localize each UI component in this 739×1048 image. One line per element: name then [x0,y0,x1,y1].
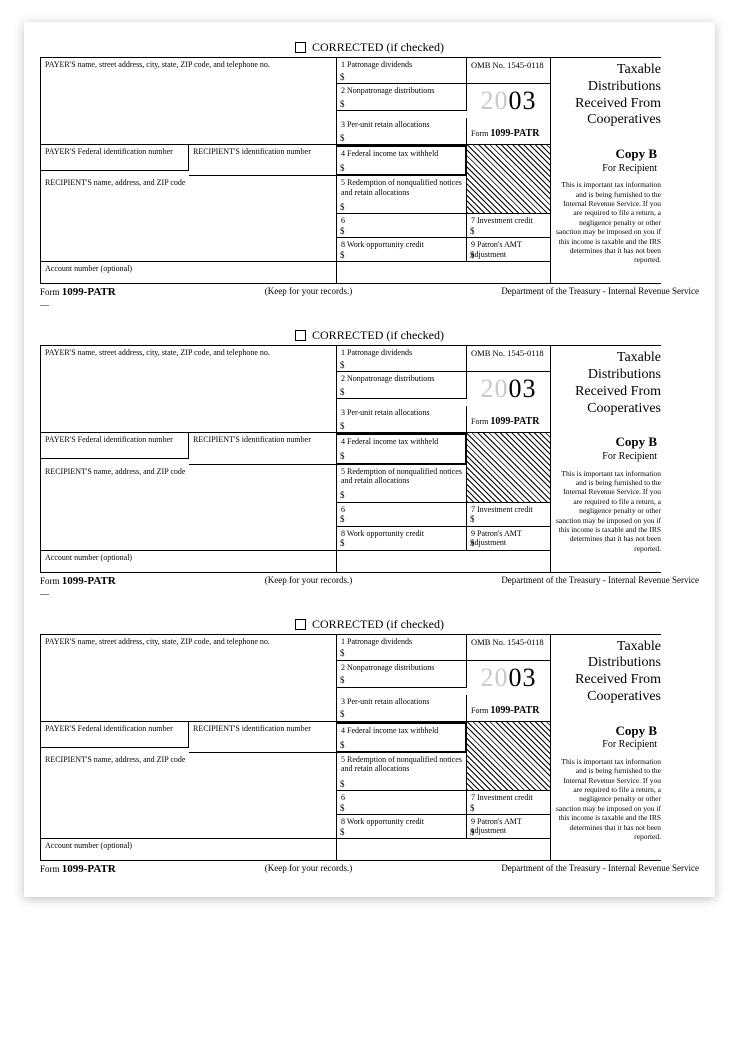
form-footer: Form 1099-PATR (Keep for your records.) … [40,286,699,298]
box-5: 5 Redemption of nonqualified notices and… [337,753,467,791]
form-1099-patr-copy: CORRECTED (if checked) PAYER'S name, str… [40,617,699,875]
footer-form-left: Form 1099-PATR [40,575,116,587]
box-1: 1 Patronage dividends$ [337,634,467,661]
corrected-row: CORRECTED (if checked) [40,40,699,55]
recipient-block: RECIPIENT'S name, address, and ZIP code [41,753,337,839]
box-7: 7 Investment credit$ [467,791,551,815]
account-number: Account number (optional) [41,262,337,284]
recipient-block: RECIPIENT'S name, address, and ZIP code [41,176,337,262]
form-number-tag: Form 1099-PATR [467,118,551,145]
corrected-checkbox[interactable] [295,330,306,341]
box-7: 7 Investment credit$ [467,503,551,527]
recipient-block: RECIPIENT'S name, address, and ZIP code [41,465,337,551]
tax-year: 2003 [467,661,551,695]
box-2: 2 Nonpatronage distributions$ [337,84,467,111]
box-6: 6$ [337,214,467,238]
form-number-tag: Form 1099-PATR [467,406,551,433]
corrected-checkbox[interactable] [295,619,306,630]
footer-mid: (Keep for your records.) [265,286,352,298]
omb-number: OMB No. 1545-0118 [467,57,551,84]
footer-form-left: Form 1099-PATR [40,286,116,298]
copy-b-block: Copy BFor Recipient [551,722,661,753]
tax-year: 2003 [467,84,551,118]
box-1: 1 Patronage dividends$ [337,57,467,84]
box-3: 3 Per-unit retain allocations$ [337,695,467,722]
recipient-id: RECIPIENT'S identification number [189,433,337,464]
hatched-area-1 [467,433,551,502]
fine-print: This is important tax information and is… [551,753,661,861]
box-1: 1 Patronage dividends$ [337,345,467,372]
fine-print: This is important tax information and is… [551,176,661,284]
box-6: 6$ [337,791,467,815]
form-footer: Form 1099-PATR (Keep for your records.) … [40,575,699,587]
box-9: 9 Patron's AMT adjustment$ [467,815,551,839]
form-title: TaxableDistributionsReceived FromCoopera… [551,634,661,722]
footer-right: Department of the Treasury - Internal Re… [501,575,699,587]
form-grid: PAYER'S name, street address, city, stat… [40,634,699,861]
tax-year: 2003 [467,372,551,406]
cut-mark: — [40,300,699,310]
box-2: 2 Nonpatronage distributions$ [337,661,467,688]
box-4: 4 Federal income tax withheld$ [337,722,467,753]
form-1099-patr-copy: CORRECTED (if checked) PAYER'S name, str… [40,328,699,598]
box-9: 9 Patron's AMT adjustment$ [467,238,551,262]
box-8: 8 Work opportunity credit$ [337,527,467,551]
corrected-label: CORRECTED (if checked) [312,40,444,54]
box-4: 4 Federal income tax withheld$ [337,145,467,176]
account-number: Account number (optional) [41,839,337,861]
omb-number: OMB No. 1545-0118 [467,345,551,372]
box-5: 5 Redemption of nonqualified notices and… [337,465,467,503]
box-6: 6$ [337,503,467,527]
corrected-label: CORRECTED (if checked) [312,328,444,342]
blank-bottom [337,839,551,861]
fine-print: This is important tax information and is… [551,465,661,573]
corrected-row: CORRECTED (if checked) [40,617,699,632]
box-2: 2 Nonpatronage distributions$ [337,372,467,399]
box-7: 7 Investment credit$ [467,214,551,238]
payer-block: PAYER'S name, street address, city, stat… [41,634,337,722]
omb-number: OMB No. 1545-0118 [467,634,551,661]
form-number-tag: Form 1099-PATR [467,695,551,722]
cut-mark: — [40,589,699,599]
blank-bottom [337,551,551,573]
page: CORRECTED (if checked) PAYER'S name, str… [24,22,715,897]
form-footer: Form 1099-PATR (Keep for your records.) … [40,863,699,875]
corrected-checkbox[interactable] [295,42,306,53]
account-number: Account number (optional) [41,551,337,573]
form-1099-patr-copy: CORRECTED (if checked) PAYER'S name, str… [40,40,699,310]
payer-fed-id: PAYER'S Federal identification number [41,433,189,459]
payer-fed-id: PAYER'S Federal identification number [41,145,189,171]
form-grid: PAYER'S name, street address, city, stat… [40,345,699,572]
box-8: 8 Work opportunity credit$ [337,238,467,262]
box-3: 3 Per-unit retain allocations$ [337,118,467,145]
corrected-label: CORRECTED (if checked) [312,617,444,631]
box-8: 8 Work opportunity credit$ [337,815,467,839]
form-title: TaxableDistributionsReceived FromCoopera… [551,57,661,145]
box-4: 4 Federal income tax withheld$ [337,433,467,464]
copy-b-block: Copy BFor Recipient [551,145,661,176]
recipient-id: RECIPIENT'S identification number [189,722,337,753]
footer-right: Department of the Treasury - Internal Re… [501,286,699,298]
box-3: 3 Per-unit retain allocations$ [337,406,467,433]
footer-mid: (Keep for your records.) [265,575,352,587]
form-grid: PAYER'S name, street address, city, stat… [40,57,699,284]
footer-mid: (Keep for your records.) [265,863,352,875]
box-9: 9 Patron's AMT adjustment$ [467,527,551,551]
payer-block: PAYER'S name, street address, city, stat… [41,57,337,145]
payer-block: PAYER'S name, street address, city, stat… [41,345,337,433]
blank-bottom [337,262,551,284]
box-5: 5 Redemption of nonqualified notices and… [337,176,467,214]
recipient-id: RECIPIENT'S identification number [189,145,337,176]
corrected-row: CORRECTED (if checked) [40,328,699,343]
form-title: TaxableDistributionsReceived FromCoopera… [551,345,661,433]
hatched-area-1 [467,722,551,791]
copy-b-block: Copy BFor Recipient [551,433,661,464]
payer-fed-id: PAYER'S Federal identification number [41,722,189,748]
hatched-area-1 [467,145,551,214]
footer-right: Department of the Treasury - Internal Re… [501,863,699,875]
footer-form-left: Form 1099-PATR [40,863,116,875]
